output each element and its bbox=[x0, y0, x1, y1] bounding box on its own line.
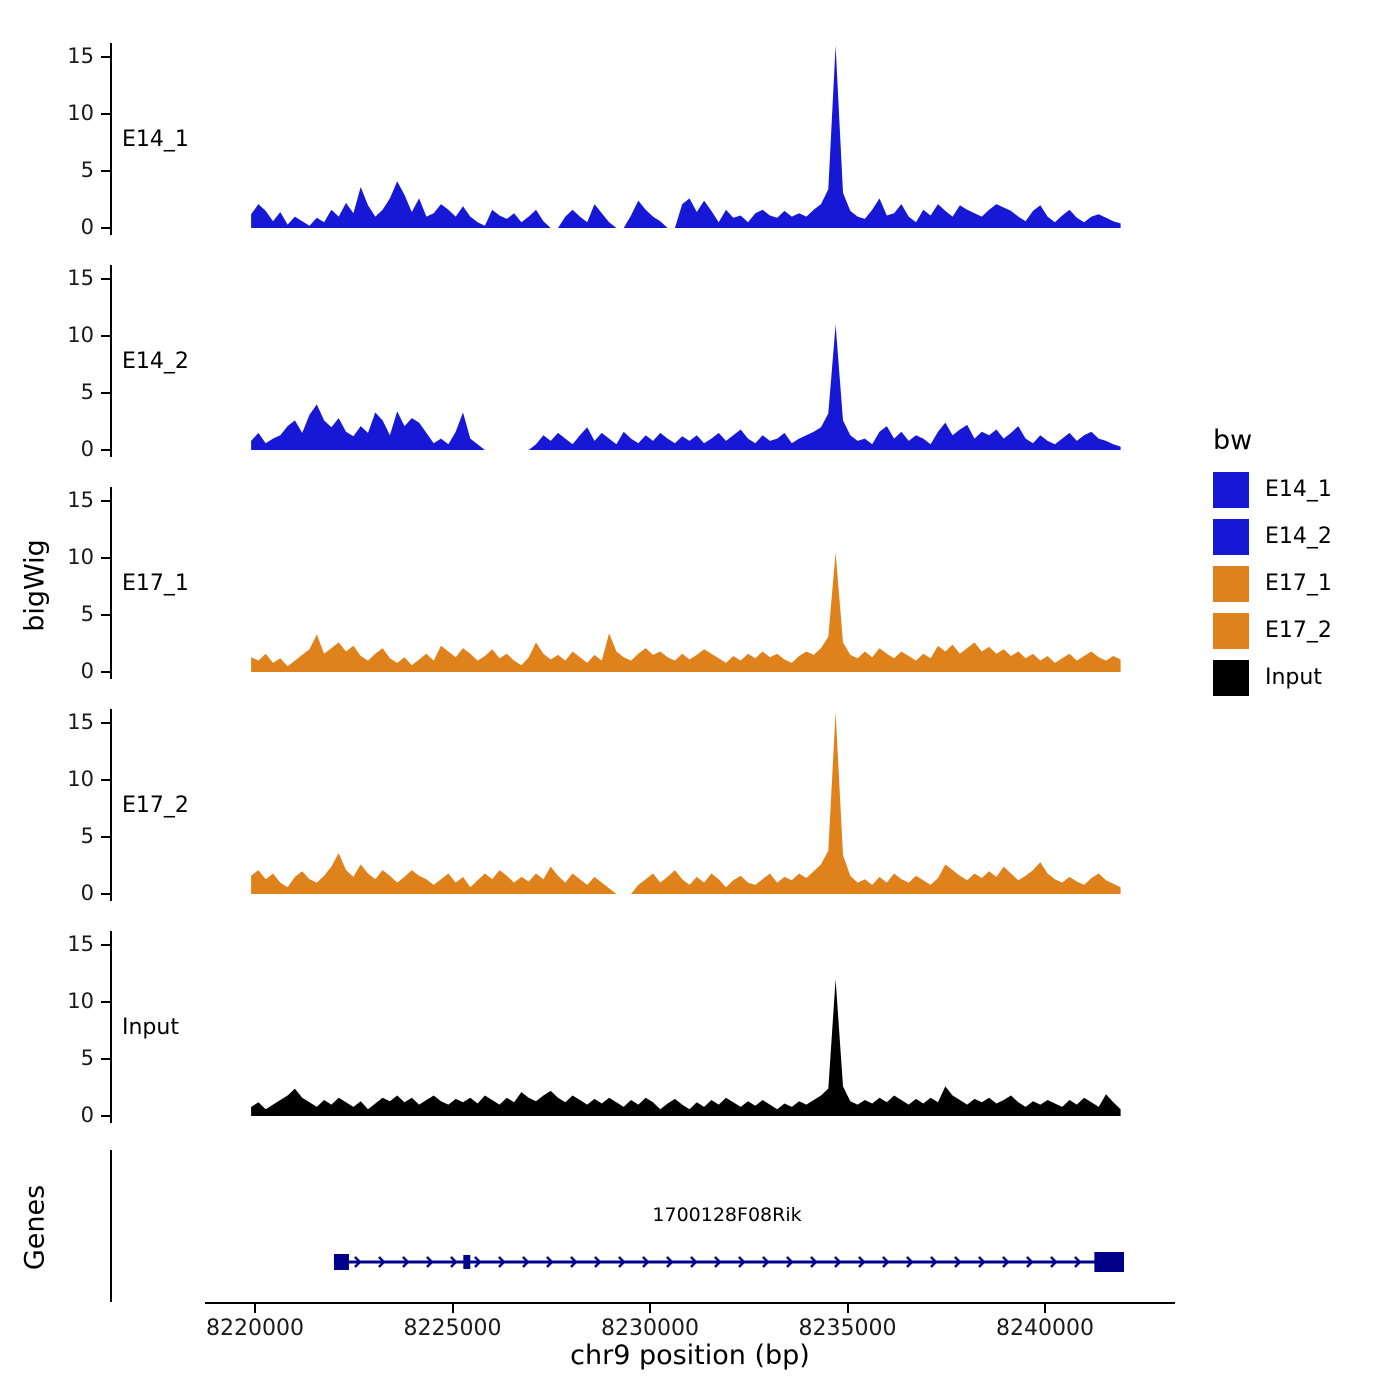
x-tick-label: 8235000 bbox=[798, 1316, 897, 1341]
legend-swatch-E17_2 bbox=[1213, 613, 1249, 649]
y-tick-label: 5 bbox=[80, 602, 94, 626]
coverage-area-E17_1 bbox=[251, 552, 1121, 672]
legend-swatch-E14_2 bbox=[1213, 519, 1249, 555]
legend-item-E17_2: E17_2 bbox=[1213, 613, 1400, 649]
genes-panel bbox=[110, 1150, 1170, 1302]
y-tick bbox=[101, 56, 110, 58]
y-tick bbox=[101, 779, 110, 781]
coverage-area-E14_2 bbox=[251, 324, 1121, 450]
track-label-E14_1: E14_1 bbox=[122, 127, 189, 152]
legend-swatch-E17_1 bbox=[1213, 566, 1249, 602]
y-tick-label: 0 bbox=[80, 659, 94, 683]
y-tick-label: 0 bbox=[80, 215, 94, 239]
x-tick-label: 8220000 bbox=[206, 1316, 304, 1341]
y-tick bbox=[101, 1115, 110, 1117]
legend-item-E14_1: E14_1 bbox=[1213, 472, 1400, 508]
y-tick bbox=[101, 836, 110, 838]
x-axis-title: chr9 position (bp) bbox=[570, 1340, 810, 1371]
y-tick-label: 15 bbox=[67, 932, 94, 956]
legend-label-E14_1: E14_1 bbox=[1265, 477, 1332, 502]
y-tick bbox=[101, 1001, 110, 1003]
track-label-E14_2: E14_2 bbox=[122, 349, 189, 374]
y-tick-label: 10 bbox=[67, 323, 94, 347]
legend-swatch-E14_1 bbox=[1213, 472, 1249, 508]
y-tick bbox=[101, 722, 110, 724]
y-tick bbox=[101, 335, 110, 337]
y-axis-line bbox=[110, 931, 112, 1123]
x-tick bbox=[1044, 1304, 1046, 1313]
y-tick-label: 0 bbox=[80, 437, 94, 461]
y-tick bbox=[101, 1058, 110, 1060]
y-tick bbox=[101, 671, 110, 673]
y-axis-title: bigWig bbox=[19, 539, 51, 632]
legend-label-Input: Input bbox=[1265, 665, 1322, 690]
y-axis-line bbox=[110, 265, 112, 457]
x-axis-line bbox=[205, 1302, 1175, 1304]
y-tick-label: 5 bbox=[80, 824, 94, 848]
y-tick-label: 10 bbox=[67, 101, 94, 125]
track-panel-E14_2: 0 5 10 15 E14_2 bbox=[67, 237, 1170, 461]
y-tick-label: 15 bbox=[67, 488, 94, 512]
genes-axis-line bbox=[110, 1150, 112, 1302]
coverage-area-E14_1 bbox=[251, 45, 1121, 228]
legend-item-E17_1: E17_1 bbox=[1213, 566, 1400, 602]
legend-title: bw bbox=[1213, 425, 1253, 456]
y-axis-line bbox=[110, 487, 112, 679]
y-tick-label: 5 bbox=[80, 158, 94, 182]
legend-items: E14_1 E14_2 E17_1 E17_2 Input bbox=[1213, 472, 1400, 696]
x-tick-label: 8240000 bbox=[996, 1316, 1094, 1341]
y-tick bbox=[101, 944, 110, 946]
y-tick-label: 5 bbox=[80, 1046, 94, 1070]
y-tick-label: 15 bbox=[67, 44, 94, 68]
legend-item-Input: Input bbox=[1213, 660, 1400, 696]
x-tick bbox=[846, 1304, 849, 1313]
legend: bw E14_1 E14_2 E17_1 E17_2 Input bbox=[1213, 425, 1400, 707]
y-tick bbox=[101, 392, 110, 394]
x-tick bbox=[649, 1304, 651, 1313]
y-tick-label: 10 bbox=[67, 989, 94, 1013]
y-tick-label: 15 bbox=[67, 710, 94, 734]
y-tick bbox=[101, 449, 110, 451]
track-panel-Input: 0 5 10 15 Input bbox=[67, 903, 1170, 1127]
x-tick bbox=[254, 1304, 256, 1313]
x-tick-label: 8230000 bbox=[601, 1316, 699, 1341]
legend-label-E17_1: E17_1 bbox=[1265, 571, 1332, 596]
gene-name-label: 1700128F08Rik bbox=[652, 1204, 802, 1226]
track-label-Input: Input bbox=[122, 1015, 179, 1040]
track-panel-E17_2: 0 5 10 15 E17_2 bbox=[67, 681, 1170, 905]
x-tick bbox=[451, 1304, 454, 1313]
coverage-area-Input bbox=[251, 979, 1121, 1116]
coverage-area-E17_2 bbox=[251, 711, 1121, 894]
y-tick-label: 0 bbox=[80, 1103, 94, 1127]
genes-axis-title: Genes bbox=[19, 1184, 51, 1271]
y-tick-label: 15 bbox=[67, 266, 94, 290]
legend-swatch-Input bbox=[1213, 660, 1249, 696]
legend-label-E14_2: E14_2 bbox=[1265, 524, 1332, 549]
track-label-E17_2: E17_2 bbox=[122, 793, 189, 818]
gene-model bbox=[333, 1252, 1124, 1272]
y-tick bbox=[101, 500, 110, 502]
y-tick-label: 10 bbox=[67, 767, 94, 791]
y-tick-label: 5 bbox=[80, 380, 94, 404]
y-axis-line bbox=[110, 43, 112, 235]
y-tick bbox=[101, 614, 110, 616]
legend-label-E17_2: E17_2 bbox=[1265, 618, 1332, 643]
y-tick bbox=[101, 113, 110, 115]
y-tick-label: 10 bbox=[67, 545, 94, 569]
y-tick bbox=[101, 893, 110, 895]
legend-item-E14_2: E14_2 bbox=[1213, 519, 1400, 555]
y-tick bbox=[101, 557, 110, 559]
y-tick bbox=[101, 170, 110, 172]
y-axis-line bbox=[110, 709, 112, 901]
y-tick bbox=[101, 227, 110, 229]
track-label-E17_1: E17_1 bbox=[122, 571, 189, 596]
y-tick bbox=[101, 278, 110, 280]
y-tick-label: 0 bbox=[80, 881, 94, 905]
track-panel-E17_1: 0 5 10 15 E17_1 bbox=[67, 459, 1170, 683]
x-tick-label: 8225000 bbox=[403, 1316, 502, 1341]
track-panel-E14_1: 0 5 10 15 E14_1 bbox=[67, 15, 1170, 239]
